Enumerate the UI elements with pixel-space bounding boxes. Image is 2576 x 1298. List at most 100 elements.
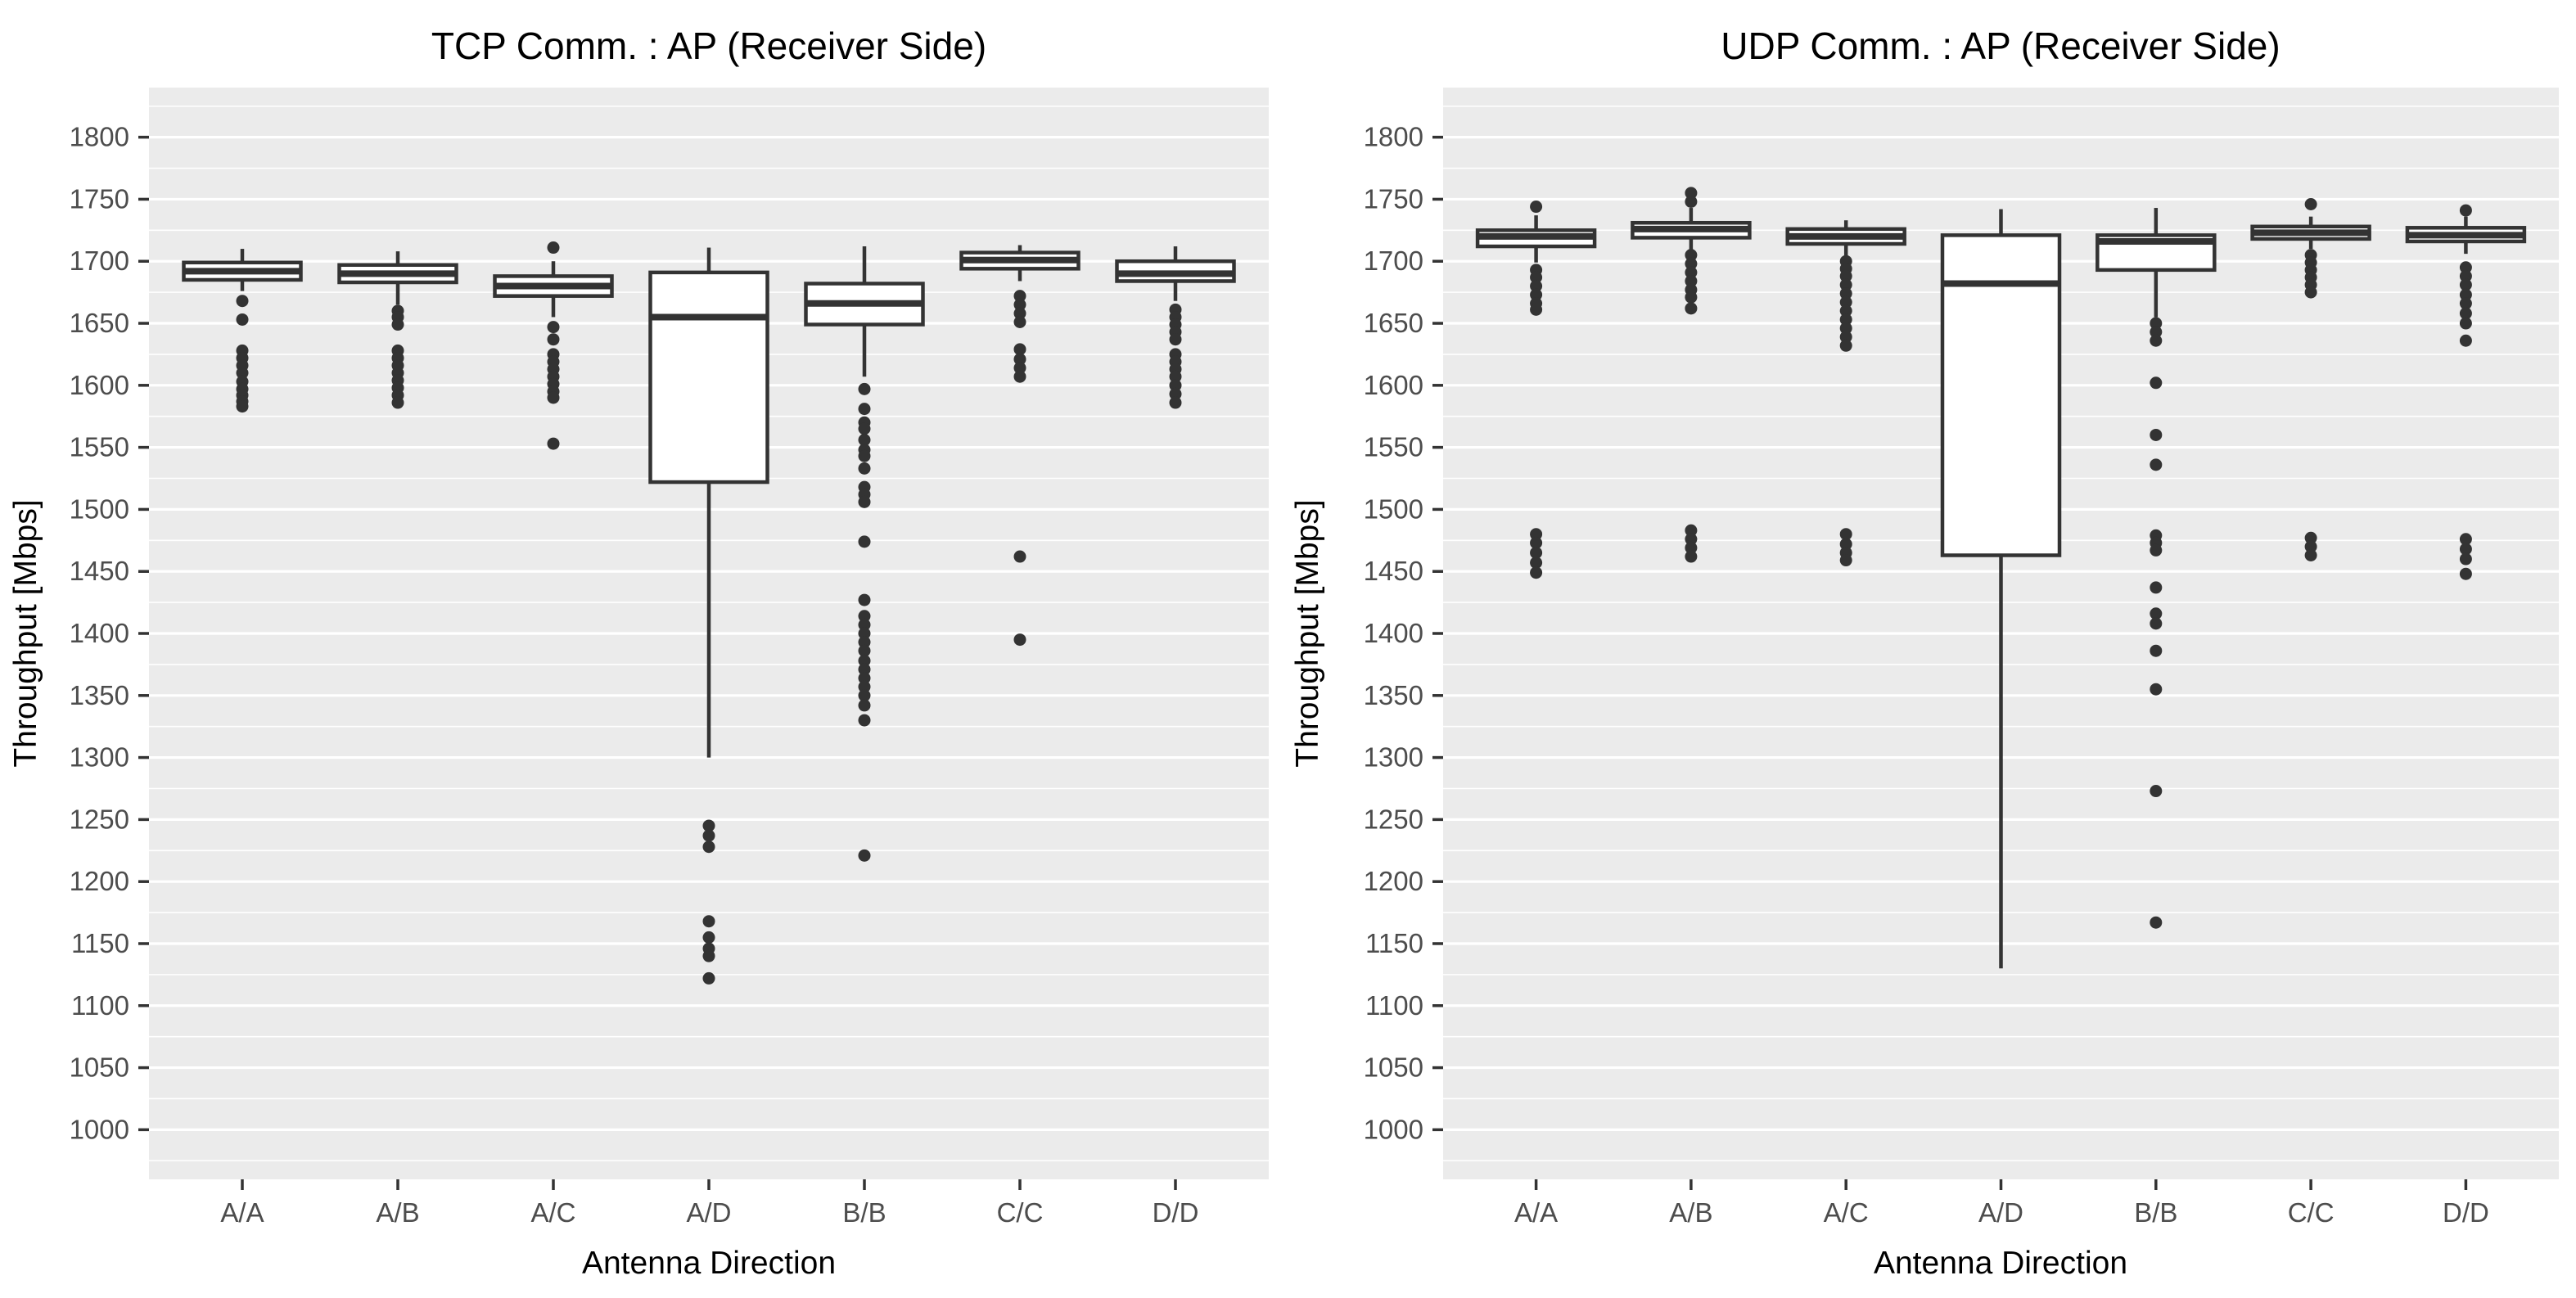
- y-tick-label: 1050: [1364, 1052, 1423, 1083]
- y-tick-label: 1700: [1364, 246, 1423, 276]
- outlier-dot: [1685, 195, 1698, 208]
- x-tick-label: D/D: [1153, 1197, 1199, 1228]
- outlier-dot: [1013, 307, 1026, 320]
- outlier-dot: [2304, 197, 2317, 210]
- outlier-dot: [702, 931, 715, 944]
- outlier-dot: [2150, 326, 2163, 339]
- outlier-dot: [2150, 617, 2163, 630]
- outlier-dot: [1839, 528, 1852, 541]
- outlier-dot: [858, 654, 871, 667]
- outlier-dot: [2459, 297, 2472, 310]
- left-panel-title: TCP Comm. : AP (Receiver Side): [431, 25, 986, 67]
- outlier-dot: [1685, 291, 1698, 304]
- outlier-dot: [858, 403, 871, 416]
- outlier-dot: [702, 971, 715, 985]
- y-tick-label: 1650: [70, 308, 129, 338]
- outlier-dot: [702, 819, 715, 832]
- outlier-dot: [858, 680, 871, 693]
- outlier-dot: [1685, 266, 1698, 279]
- outlier-dot: [2150, 543, 2163, 557]
- outlier-dot: [858, 495, 871, 508]
- outlier-dot: [858, 593, 871, 606]
- outlier-dot: [858, 618, 871, 631]
- outlier-dot: [1839, 278, 1852, 291]
- y-tick-label: 1400: [70, 618, 129, 648]
- outlier-dot: [1839, 331, 1852, 344]
- outlier-dot: [236, 295, 249, 308]
- outlier-dot: [2304, 540, 2317, 553]
- outlier-dot: [2304, 531, 2317, 544]
- outlier-dot: [702, 829, 715, 842]
- outlier-dot: [2459, 278, 2472, 291]
- y-tick-label: 1450: [70, 556, 129, 586]
- outlier-dot: [1839, 339, 1852, 352]
- outlier-dot: [2150, 317, 2163, 330]
- y-tick-label: 1700: [70, 246, 129, 276]
- y-tick-label: 1750: [1364, 183, 1423, 214]
- x-tick-label: B/B: [842, 1197, 886, 1228]
- outlier-dot: [1530, 303, 1543, 316]
- outlier-dot: [858, 449, 871, 462]
- outlier-dot: [2150, 607, 2163, 620]
- outlier-dot: [1839, 295, 1852, 309]
- outlier-dot: [2150, 916, 2163, 929]
- outlier-dot: [1013, 290, 1026, 303]
- outlier-dot: [1685, 257, 1698, 270]
- outlier-dot: [1530, 557, 1543, 570]
- x-tick-label: A/D: [1978, 1197, 2023, 1228]
- panels-layer: 1000 1050 1100 1150 1200 1250 1300 1350 1400 1450…: [70, 88, 2559, 1228]
- left-y-axis-title: Throughput [Mbps]: [8, 499, 43, 767]
- outlier-dot: [1169, 387, 1182, 400]
- x-tick-label: D/D: [2443, 1197, 2489, 1228]
- y-tick-label: 1600: [70, 370, 129, 400]
- outlier-dot: [2459, 552, 2472, 566]
- outlier-dot: [858, 672, 871, 685]
- y-tick-label: 1350: [70, 680, 129, 710]
- outlier-dot: [547, 391, 560, 404]
- outlier-dot: [858, 434, 871, 447]
- outlier-dot: [1685, 541, 1698, 554]
- outlier-dot: [2304, 286, 2317, 299]
- outlier-dot: [1839, 313, 1852, 326]
- outlier-dot: [2459, 543, 2472, 556]
- outlier-dot: [2459, 261, 2472, 274]
- outlier-dot: [391, 318, 404, 331]
- y-tick-label: 1150: [71, 928, 129, 958]
- outlier-dot: [1530, 280, 1543, 293]
- y-tick-label: 1800: [70, 122, 129, 152]
- outlier-dot: [1839, 269, 1852, 282]
- outlier-dot: [236, 313, 249, 326]
- outlier-dot: [858, 610, 871, 623]
- outlier-dot: [2459, 269, 2472, 282]
- y-tick-label: 1200: [1364, 866, 1423, 896]
- outlier-dot: [1839, 322, 1852, 335]
- box-AD: [1940, 233, 2062, 557]
- x-tick-label: A/B: [376, 1197, 419, 1228]
- outlier-dot: [1013, 370, 1026, 383]
- outlier-dot: [2150, 458, 2163, 471]
- right-panel-title: UDP Comm. : AP (Receiver Side): [1721, 25, 2280, 67]
- udp-panel: 1000 1050 1100 1150 1200 1250 1300 1350 1400 1450…: [1364, 88, 2559, 1228]
- outlier-dot: [1013, 343, 1026, 356]
- outlier-dot: [2150, 644, 2163, 657]
- y-tick-label: 1650: [1364, 308, 1423, 338]
- outlier-dot: [236, 400, 249, 413]
- right-y-axis-title: Throughput [Mbps]: [1290, 499, 1325, 767]
- outlier-dot: [1013, 316, 1026, 329]
- y-tick-label: 1100: [71, 990, 129, 1021]
- outlier-dot: [547, 321, 560, 334]
- outlier-dot: [2459, 204, 2472, 217]
- outlier-dot: [1169, 396, 1182, 409]
- outlier-dot: [1839, 304, 1852, 318]
- left-x-axis-title: Antenna Direction: [582, 1246, 836, 1281]
- y-tick-label: 1250: [70, 804, 129, 834]
- y-tick-label: 1300: [1364, 742, 1423, 773]
- outlier-dot: [2459, 317, 2472, 330]
- outlier-dot: [858, 422, 871, 435]
- outlier-dot: [1685, 550, 1698, 563]
- x-tick-label: B/B: [2134, 1197, 2177, 1228]
- x-tick-label: A/A: [220, 1197, 264, 1228]
- box-AD: [648, 270, 769, 484]
- outlier-dot: [858, 714, 871, 727]
- x-tick-label: C/C: [2288, 1197, 2335, 1228]
